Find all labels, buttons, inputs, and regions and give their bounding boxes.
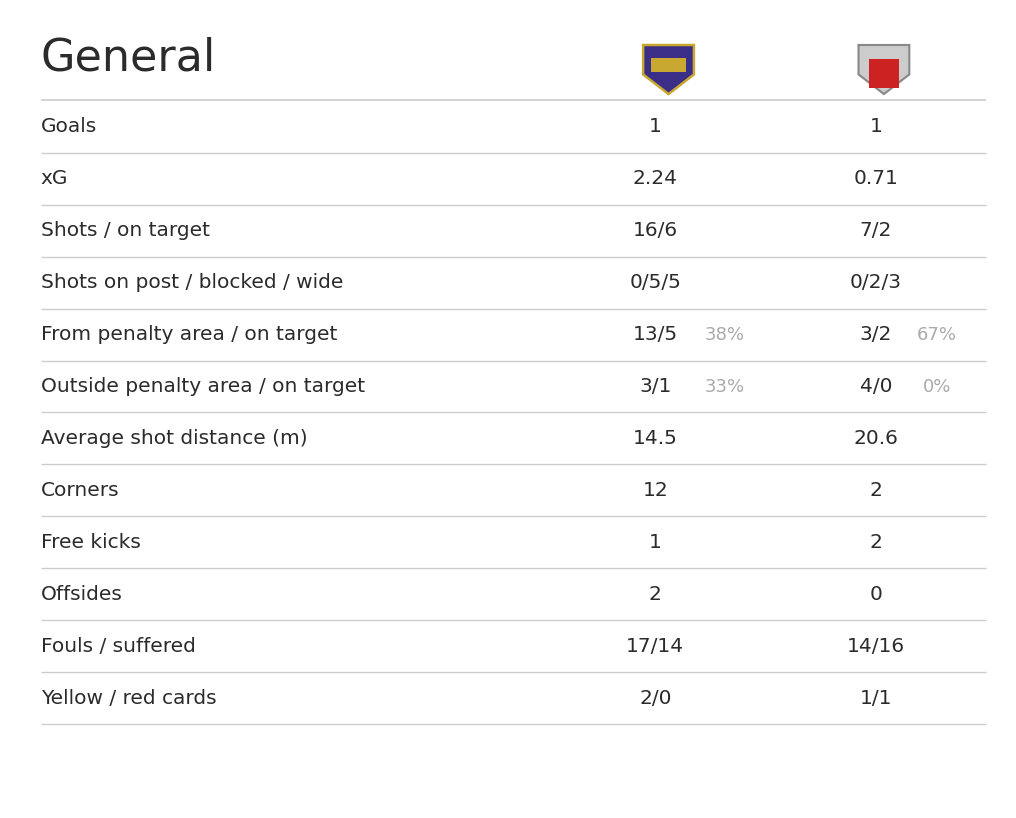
Text: xG: xG	[41, 169, 68, 188]
Text: 1: 1	[649, 117, 661, 137]
Text: 0: 0	[870, 585, 882, 604]
Text: 2: 2	[649, 585, 661, 604]
Text: Shots / on target: Shots / on target	[41, 221, 209, 240]
Text: 12: 12	[642, 481, 669, 500]
Text: 3/1: 3/1	[639, 377, 672, 396]
Text: 0/5/5: 0/5/5	[629, 273, 682, 292]
Text: 33%: 33%	[704, 377, 745, 396]
Text: Offsides: Offsides	[41, 585, 123, 604]
Text: 1/1: 1/1	[860, 689, 892, 708]
FancyBboxPatch shape	[869, 59, 899, 88]
Text: 67%: 67%	[916, 326, 957, 344]
Polygon shape	[643, 45, 694, 94]
Text: From penalty area / on target: From penalty area / on target	[41, 325, 337, 344]
Text: 4/0: 4/0	[860, 377, 892, 396]
Text: General: General	[41, 37, 215, 80]
Text: Yellow / red cards: Yellow / red cards	[41, 689, 216, 708]
Text: 1: 1	[649, 533, 661, 552]
Text: 20.6: 20.6	[853, 429, 898, 448]
Polygon shape	[859, 45, 909, 94]
Text: 14/16: 14/16	[846, 636, 905, 656]
Text: 1: 1	[870, 117, 882, 137]
Text: 0.71: 0.71	[853, 169, 898, 188]
Text: Goals: Goals	[41, 117, 97, 137]
Text: Average shot distance (m): Average shot distance (m)	[41, 429, 307, 448]
Text: 2: 2	[870, 481, 882, 500]
Text: Free kicks: Free kicks	[41, 533, 140, 552]
Text: 17/14: 17/14	[626, 636, 685, 656]
Text: 2.24: 2.24	[633, 169, 678, 188]
Text: 13/5: 13/5	[633, 325, 678, 344]
Text: Shots on post / blocked / wide: Shots on post / blocked / wide	[41, 273, 343, 292]
Text: 38%: 38%	[704, 326, 745, 344]
FancyBboxPatch shape	[651, 58, 687, 72]
Text: 16/6: 16/6	[633, 221, 678, 240]
Text: 2: 2	[870, 533, 882, 552]
Text: Fouls / suffered: Fouls / suffered	[41, 636, 195, 656]
Text: 3/2: 3/2	[860, 325, 892, 344]
Text: 14.5: 14.5	[633, 429, 678, 448]
Text: 2/0: 2/0	[639, 689, 672, 708]
Text: 0%: 0%	[923, 377, 951, 396]
Text: 7/2: 7/2	[860, 221, 892, 240]
Text: Corners: Corners	[41, 481, 119, 500]
Text: 0/2/3: 0/2/3	[849, 273, 902, 292]
Text: Outside penalty area / on target: Outside penalty area / on target	[41, 377, 365, 396]
